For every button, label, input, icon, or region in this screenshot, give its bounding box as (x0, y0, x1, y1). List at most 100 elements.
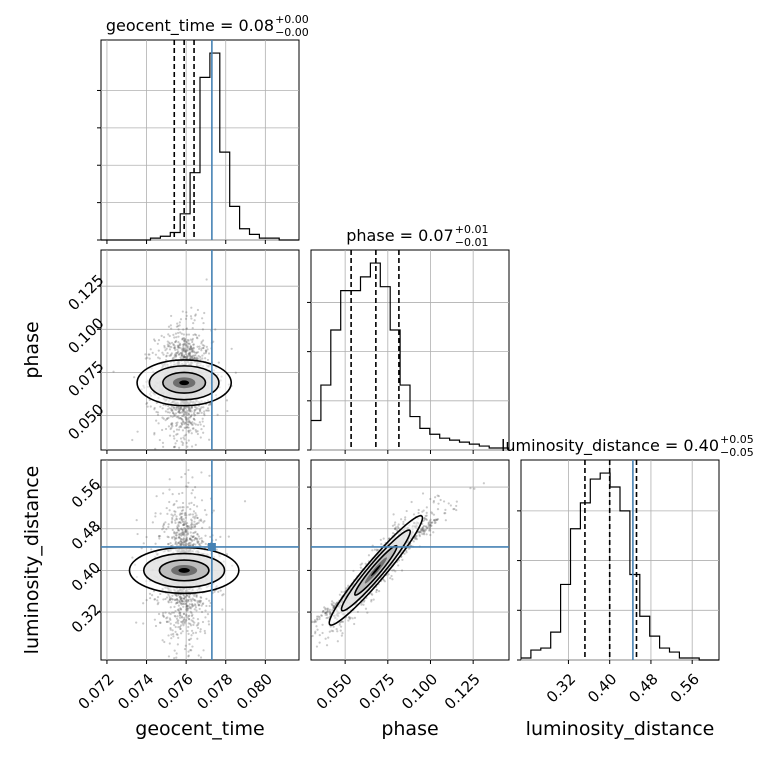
scatter-point (183, 339, 186, 342)
scatter-point (322, 610, 325, 613)
scatter-point (213, 590, 216, 593)
scatter-point (171, 415, 174, 418)
scatter-point (427, 521, 430, 524)
scatter-point (182, 597, 186, 600)
scatter-point (188, 527, 191, 530)
scatter-point (183, 622, 186, 625)
scatter-point (453, 507, 456, 511)
scatter-point (195, 357, 198, 361)
scatter-point (184, 339, 187, 343)
x-axis-label: luminosity_distance (526, 718, 715, 740)
scatter-point (176, 601, 179, 604)
scatter-point (161, 639, 164, 642)
scatter-point (183, 356, 186, 359)
scatter-point (159, 405, 162, 408)
scatter-point (167, 416, 170, 419)
scatter-point (185, 619, 188, 622)
scatter-point (191, 535, 194, 539)
scatter-point (387, 573, 390, 576)
x-axis-label: geocent_time (135, 718, 264, 740)
scatter-point (170, 409, 173, 412)
scatter-point (194, 512, 197, 515)
scatter-point (195, 336, 199, 339)
scatter-point (311, 620, 314, 623)
scatter-point (175, 598, 178, 601)
scatter-point (225, 553, 229, 556)
scatter-point (193, 409, 196, 412)
scatter-point (203, 344, 206, 348)
scatter-point (176, 421, 179, 424)
scatter-point (206, 407, 210, 410)
scatter-point (174, 442, 177, 445)
scatter-point (181, 599, 184, 603)
y-axis-label: phase (21, 321, 43, 378)
scatter-point (175, 517, 178, 520)
scatter-point (182, 523, 186, 526)
scatter-point (177, 542, 181, 545)
scatter-point (184, 412, 187, 416)
scatter-point (382, 537, 385, 540)
scatter-point (176, 351, 179, 354)
scatter-point (334, 602, 337, 605)
scatter-point (174, 541, 177, 545)
scatter-point (149, 597, 152, 600)
scatter-point (401, 558, 404, 561)
scatter-point (455, 508, 458, 512)
scatter-point (168, 500, 171, 504)
scatter-point (142, 622, 145, 625)
scatter-point (182, 333, 185, 336)
scatter-point (430, 521, 433, 524)
scatter-point (196, 626, 200, 630)
scatter-point (188, 419, 191, 422)
scatter-point (192, 631, 195, 635)
scatter-point (196, 412, 199, 415)
scatter-point (196, 308, 200, 312)
scatter-point (444, 508, 447, 511)
scatter-point (180, 600, 183, 603)
scatter-point (182, 408, 185, 411)
scatter-point (195, 356, 198, 359)
scatter-point (176, 506, 180, 509)
scatter-point (185, 419, 188, 422)
scatter-point (180, 542, 183, 545)
scatter-point (184, 472, 187, 476)
scatter-point (186, 521, 189, 525)
scatter-point (164, 349, 167, 352)
scatter-point (182, 406, 186, 409)
scatter-point (173, 532, 176, 535)
scatter-point (180, 354, 183, 357)
scatter-point (156, 411, 160, 414)
scatter-point (190, 410, 193, 413)
scatter-point (153, 338, 156, 341)
scatter-point (169, 542, 172, 545)
scatter-point (168, 509, 171, 512)
scatter-point (187, 604, 190, 608)
scatter-point (375, 549, 379, 552)
scatter-point (175, 534, 178, 537)
scatter-point (174, 532, 177, 535)
scatter-point (180, 516, 183, 519)
scatter-point (189, 508, 192, 511)
scatter-point (192, 535, 195, 538)
scatter-point (205, 350, 208, 353)
scatter-point (163, 640, 166, 644)
scatter-point (193, 520, 196, 523)
scatter-point (375, 590, 378, 594)
scatter-point (318, 616, 321, 619)
scatter-point (179, 318, 183, 321)
scatter-point (185, 327, 189, 330)
scatter-point (196, 623, 200, 626)
scatter-point (198, 408, 201, 411)
scatter-point (168, 345, 171, 348)
scatter-point (353, 616, 357, 619)
scatter-point (179, 627, 182, 631)
scatter-point (172, 333, 175, 337)
scatter-point (178, 616, 182, 619)
scatter-point (160, 334, 163, 338)
scatter-point (370, 598, 373, 602)
scatter-point (187, 622, 190, 625)
scatter-point (178, 324, 181, 327)
scatter-point (219, 535, 222, 538)
scatter-point (189, 354, 192, 357)
scatter-point (200, 499, 204, 502)
